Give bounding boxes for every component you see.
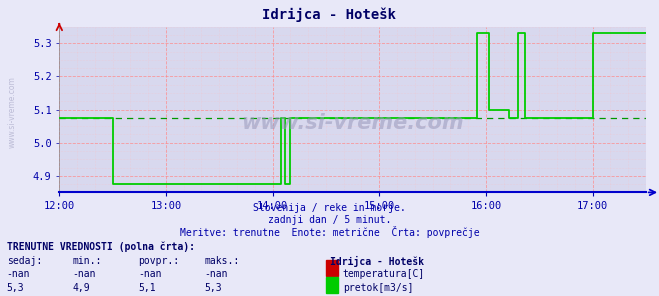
- Text: TRENUTNE VREDNOSTI (polna črta):: TRENUTNE VREDNOSTI (polna črta):: [7, 241, 194, 252]
- Text: 5,3: 5,3: [7, 283, 24, 293]
- Text: zadnji dan / 5 minut.: zadnji dan / 5 minut.: [268, 215, 391, 225]
- Text: maks.:: maks.:: [204, 256, 239, 266]
- Text: Idrijca - Hotešk: Idrijca - Hotešk: [330, 256, 424, 267]
- Text: 5,3: 5,3: [204, 283, 222, 293]
- Text: sedaj:: sedaj:: [7, 256, 42, 266]
- Text: Slovenija / reke in morje.: Slovenija / reke in morje.: [253, 203, 406, 213]
- Text: -nan: -nan: [72, 269, 96, 279]
- Text: Meritve: trenutne  Enote: metrične  Črta: povprečje: Meritve: trenutne Enote: metrične Črta: …: [180, 226, 479, 239]
- Text: -nan: -nan: [7, 269, 30, 279]
- Text: Idrijca - Hotešk: Idrijca - Hotešk: [262, 7, 397, 22]
- Text: pretok[m3/s]: pretok[m3/s]: [343, 283, 413, 293]
- Text: -nan: -nan: [204, 269, 228, 279]
- Text: www.si-vreme.com: www.si-vreme.com: [8, 77, 17, 148]
- Text: temperatura[C]: temperatura[C]: [343, 269, 425, 279]
- Text: -nan: -nan: [138, 269, 162, 279]
- Text: 5,1: 5,1: [138, 283, 156, 293]
- Text: min.:: min.:: [72, 256, 102, 266]
- Text: povpr.:: povpr.:: [138, 256, 179, 266]
- Text: www.si-vreme.com: www.si-vreme.com: [241, 113, 464, 133]
- Text: 4,9: 4,9: [72, 283, 90, 293]
